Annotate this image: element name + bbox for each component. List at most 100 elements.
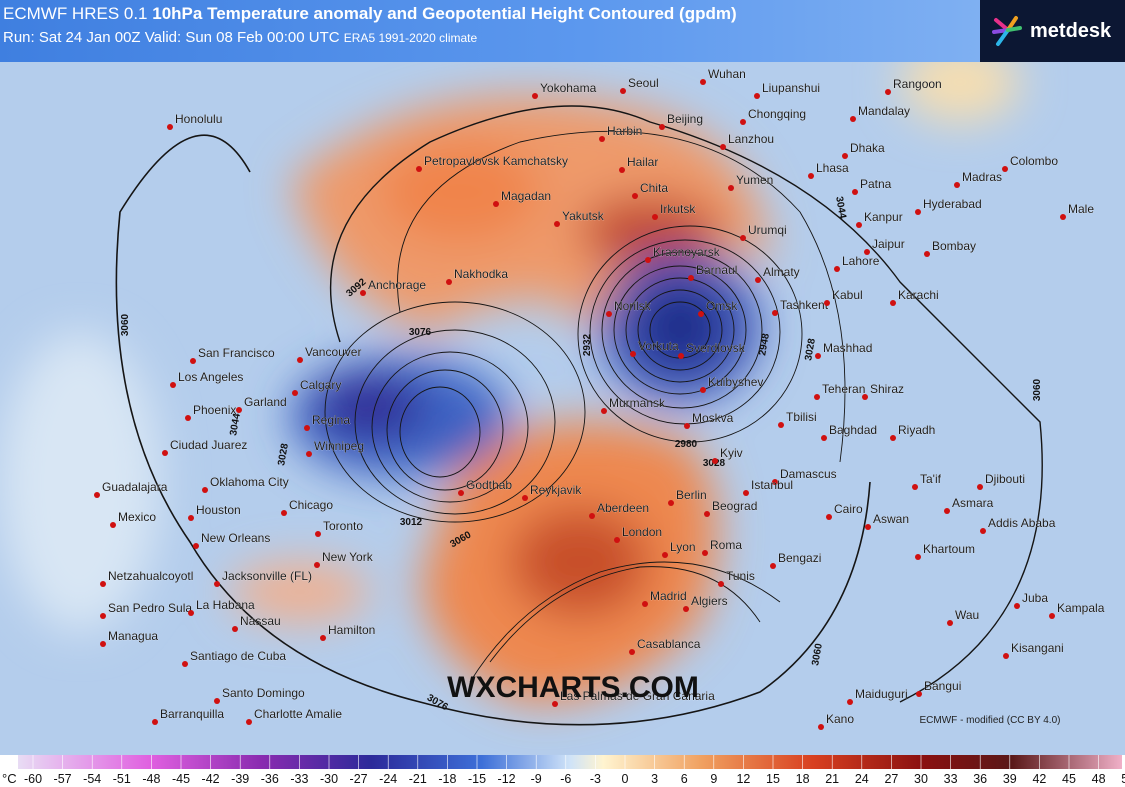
city-dot xyxy=(772,479,778,485)
city-label: Riyadh xyxy=(898,423,935,437)
city-dot xyxy=(214,698,220,704)
city-dot xyxy=(193,543,199,549)
city-label: Baghdad xyxy=(829,423,877,437)
city-dot xyxy=(864,249,870,255)
city-label: Vorkuta xyxy=(638,339,679,353)
city-dot xyxy=(589,513,595,519)
city-dot xyxy=(947,620,953,626)
city-label: Seoul xyxy=(628,76,659,90)
colorbar-tick-label: -27 xyxy=(350,772,368,786)
city-dot xyxy=(281,510,287,516)
city-dot xyxy=(94,492,100,498)
city-label: Bangui xyxy=(924,679,961,693)
colorbar-tick-label: -60 xyxy=(24,772,42,786)
city-dot xyxy=(818,724,824,730)
city-label: Mashhad xyxy=(823,341,872,355)
city-label: Almaty xyxy=(763,265,800,279)
city-dot xyxy=(755,277,761,283)
city-dot xyxy=(865,524,871,530)
city-dot xyxy=(856,222,862,228)
contour-line xyxy=(399,386,481,478)
city-label: Las Palmas de Gran Canaria xyxy=(560,689,715,703)
city-label: Aswan xyxy=(873,512,909,526)
colorbar-tick-label: 9 xyxy=(710,772,717,786)
colorbar-tick-label: -45 xyxy=(172,772,190,786)
city-label: Krasnoyarsk xyxy=(653,245,721,259)
city-label: Ciudad Juarez xyxy=(170,438,247,452)
city-label: Jacksonville (FL) xyxy=(222,569,312,583)
city-dot xyxy=(645,257,651,263)
city-dot xyxy=(292,390,298,396)
city-dot xyxy=(772,310,778,316)
city-dot xyxy=(885,89,891,95)
city-label: Kisangani xyxy=(1011,641,1064,655)
city-label: Kanpur xyxy=(864,210,903,224)
city-dot xyxy=(599,136,605,142)
colorbar-tick-label: -15 xyxy=(468,772,486,786)
city-dot xyxy=(110,522,116,528)
city-dot xyxy=(552,701,558,707)
climate: ERA5 1991-2020 climate xyxy=(343,31,478,45)
city-label: San Pedro Sula xyxy=(108,601,192,615)
city-dot xyxy=(778,422,784,428)
city-dot xyxy=(620,88,626,94)
city-label: Ta'if xyxy=(920,472,942,486)
city-label: Winnipeg xyxy=(314,439,364,453)
city-dot xyxy=(522,495,528,501)
credit: ECMWF - modified (CC BY 4.0) xyxy=(920,715,1061,726)
city-label: Petropavlovsk Kamchatsky xyxy=(424,154,568,168)
city-label: Los Angeles xyxy=(178,370,243,384)
city-label: Hyderabad xyxy=(923,197,982,211)
city-dot xyxy=(1060,214,1066,220)
city-label: Chita xyxy=(640,181,668,195)
city-dot xyxy=(852,189,858,195)
contour-label: 3076 xyxy=(409,327,432,338)
colorbar-tick-label: -18 xyxy=(438,772,456,786)
city-dot xyxy=(683,606,689,612)
city-dot xyxy=(606,311,612,317)
contours xyxy=(115,105,1043,726)
city-dot xyxy=(954,182,960,188)
colorbar xyxy=(18,755,1122,769)
city-label: Khartoum xyxy=(923,542,975,556)
city-label: Chongqing xyxy=(748,107,806,121)
city-label: Maiduguri xyxy=(855,687,908,701)
contour-line xyxy=(386,369,504,491)
city-dot xyxy=(977,484,983,490)
city-dot xyxy=(924,251,930,257)
contour-label: 3060 xyxy=(120,313,131,336)
city-dot xyxy=(662,552,668,558)
city-dot xyxy=(659,124,665,130)
city-label: Kampala xyxy=(1057,601,1105,615)
city-label: Mexico xyxy=(118,510,156,524)
city-label: Tashkent xyxy=(780,298,829,312)
contour-label: 2980 xyxy=(675,439,698,450)
city-label: Mandalay xyxy=(858,104,910,118)
city-dot xyxy=(700,387,706,393)
city-dot xyxy=(167,124,173,130)
city-dot xyxy=(632,193,638,199)
city-label: Nassau xyxy=(240,614,281,628)
city-label: Tunis xyxy=(726,569,755,583)
city-label: Asmara xyxy=(952,496,994,510)
colorbar-tick-label: -3 xyxy=(590,772,601,786)
city-label: Madras xyxy=(962,170,1002,184)
city-label: Toronto xyxy=(323,519,363,533)
city-dot xyxy=(236,407,242,413)
city-dot xyxy=(915,554,921,560)
city-dot xyxy=(554,221,560,227)
city-label: Hailar xyxy=(627,155,658,169)
city-label: Teheran xyxy=(822,382,865,396)
city-dot xyxy=(824,300,830,306)
city-label: Garland xyxy=(244,395,287,409)
city-dot xyxy=(314,562,320,568)
colorbar-tick-label: -48 xyxy=(142,772,160,786)
city-label: Norilsk xyxy=(614,299,652,313)
city-dot xyxy=(162,450,168,456)
contour-line xyxy=(324,301,586,523)
contour-label: 3060 xyxy=(1032,378,1043,401)
city-dot xyxy=(743,490,749,496)
city-dot xyxy=(704,511,710,517)
